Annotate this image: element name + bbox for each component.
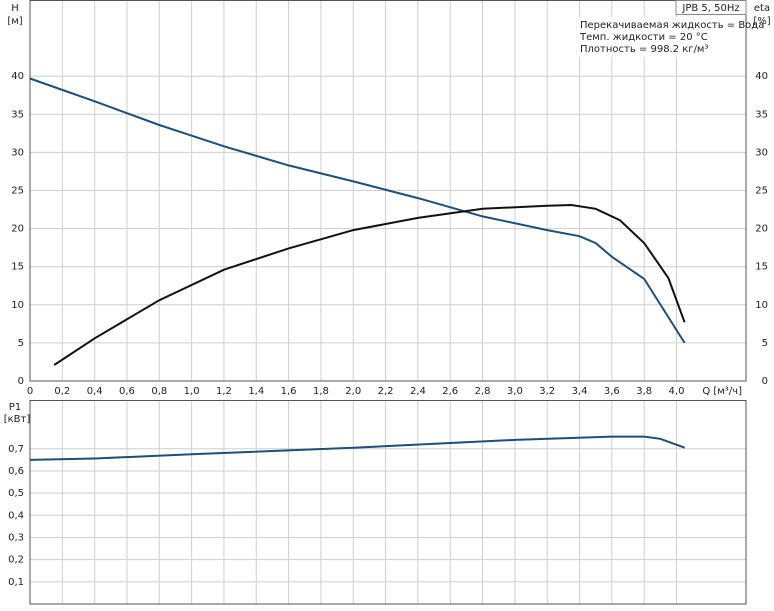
x-tick-label: 2,8 (475, 386, 491, 397)
y-tick-label: 0,1 (8, 577, 24, 588)
x-tick-label: 3,0 (507, 386, 523, 397)
y2-axis-name: eta (754, 3, 770, 14)
x-tick-label: 4,0 (669, 386, 685, 397)
y2-tick-label: 40 (755, 71, 768, 82)
info-title: JPB 5, 50Hz (681, 3, 739, 14)
y-tick-label: 40 (11, 71, 24, 82)
x-tick-label: 1,4 (248, 386, 264, 397)
y2-tick-label: 0 (762, 376, 768, 387)
y2-tick-label: 30 (755, 147, 768, 158)
y-tick-label: 0,4 (8, 510, 24, 521)
y-tick-label: 25 (11, 186, 24, 197)
plot-frame (29, 0, 747, 382)
y2-tick-label: 20 (755, 224, 768, 235)
x-tick-label: 1,2 (216, 386, 232, 397)
y-tick-label: 0,5 (8, 488, 24, 499)
x-tick-label: 0,8 (151, 386, 167, 397)
y2-tick-label: 25 (755, 186, 768, 197)
y-tick-label: 0,7 (8, 444, 24, 455)
y-tick-label: 0 (18, 376, 24, 387)
x-tick-label: 2,0 (345, 386, 361, 397)
y-axis-name: P1 (9, 402, 21, 413)
y2-tick-label: 15 (755, 262, 768, 273)
y-axis-unit: [кВт] (4, 414, 31, 425)
curve (29, 435, 685, 461)
info-line: Перекачиваемая жидкость = Вода (580, 20, 764, 31)
y-axis-name: H (11, 3, 19, 14)
info-line: Темп. жидкости = 20 °C (579, 32, 708, 43)
y-axis-unit: [м] (7, 16, 22, 27)
y-tick-label: 0,3 (8, 532, 24, 543)
y-tick-label: 0,6 (8, 466, 24, 477)
x-tick-label: 1,6 (281, 386, 297, 397)
y-tick-label: 35 (11, 109, 24, 120)
x-tick-label: 0,6 (119, 386, 135, 397)
x-tick-label: 1,8 (313, 386, 329, 397)
y-tick-label: 15 (11, 262, 24, 273)
y-tick-label: 10 (11, 300, 24, 311)
x-tick-label: 3,4 (572, 386, 588, 397)
x-tick-label: 2,4 (410, 386, 426, 397)
info-line: Плотность = 998.2 кг/м³ (580, 44, 709, 55)
x-tick-label: 0,2 (54, 386, 70, 397)
info-box (675, 0, 747, 15)
plot-frame (29, 400, 747, 605)
x-tick-label: 3,8 (636, 386, 652, 397)
y2-axis-unit: [%] (753, 16, 770, 27)
y2-tick-label: 5 (762, 338, 768, 349)
x-tick-label: 2,6 (442, 386, 458, 397)
x-tick-label: 1,0 (184, 386, 200, 397)
curve (29, 77, 686, 344)
y-tick-label: 5 (18, 338, 24, 349)
y-tick-label: 20 (11, 224, 24, 235)
y-tick-label: 0,2 (8, 555, 24, 566)
x-axis-label: Q [м³/ч] (702, 386, 742, 397)
y-tick-label: 30 (11, 147, 24, 158)
curve (53, 203, 686, 366)
x-tick-label: 2,2 (378, 386, 394, 397)
y2-tick-label: 35 (755, 109, 768, 120)
info-bg (577, 17, 745, 57)
x-tick-label: 0 (27, 386, 33, 397)
x-tick-label: 3,2 (539, 386, 555, 397)
x-tick-label: 3,6 (604, 386, 620, 397)
y2-tick-label: 10 (755, 300, 768, 311)
x-tick-label: 0,4 (87, 386, 103, 397)
